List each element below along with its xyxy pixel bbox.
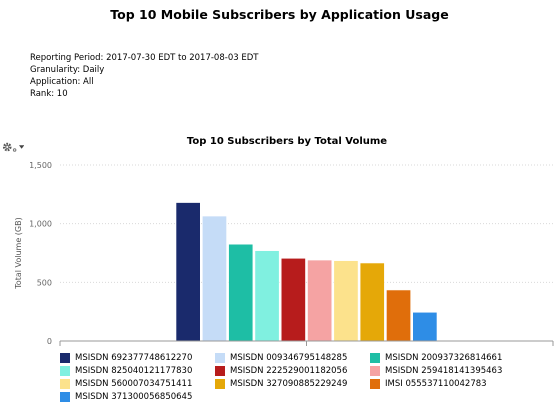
y-tick-label: 500 (37, 278, 52, 287)
legend-swatch (370, 366, 380, 376)
bar[interactable] (228, 243, 254, 342)
chart-title: Top 10 Subscribers by Total Volume (187, 136, 387, 147)
bars (175, 202, 438, 342)
legend-swatch (370, 379, 380, 389)
chart-options-button[interactable] (2, 139, 24, 155)
legend-label: MSISDN 327090885229249 (230, 379, 348, 389)
legend-label: IMSI 055537110042783 (385, 379, 487, 389)
bar[interactable] (280, 257, 306, 342)
legend-item[interactable]: MSISDN 327090885229249 (215, 378, 370, 390)
legend-item[interactable]: MSISDN 692377748612270 (60, 352, 215, 364)
legend-swatch (370, 353, 380, 363)
y-tick-label: 0 (47, 337, 52, 346)
reporting-period: Reporting Period: 2017-07-30 EDT to 2017… (30, 53, 259, 63)
bar[interactable] (386, 289, 411, 342)
bar[interactable] (202, 215, 227, 342)
application-filter: Application: All (30, 77, 94, 87)
bar[interactable] (307, 259, 333, 342)
rank: Rank: 10 (30, 89, 68, 99)
legend-label: MSISDN 222529001182056 (230, 366, 348, 376)
legend-item[interactable]: MSISDN 259418141395463 (370, 365, 545, 377)
legend-swatch (60, 353, 70, 363)
legend-label: MSISDN 200937326814661 (385, 353, 503, 363)
legend-item[interactable]: MSISDN 200937326814661 (370, 352, 545, 364)
bar[interactable] (359, 262, 385, 342)
legend-swatch (215, 379, 225, 389)
legend-label: MSISDN 560007034751411 (75, 379, 193, 389)
small-gear-icon (12, 148, 16, 152)
legend-item[interactable]: MSISDN 560007034751411 (60, 378, 215, 390)
gear-icon (2, 142, 12, 152)
bar[interactable] (175, 202, 201, 342)
legend-swatch (60, 366, 70, 376)
chevron-down-icon (18, 145, 24, 149)
y-tick-label: 1,500 (29, 161, 52, 170)
bar[interactable] (412, 311, 438, 342)
y-axis-label: Total Volume (GB) (14, 217, 23, 289)
legend-label: MSISDN 009346795148285 (230, 353, 348, 363)
legend-swatch (60, 392, 70, 402)
gridlines (60, 164, 553, 283)
legend-swatch (215, 366, 225, 376)
legend-swatch (60, 379, 70, 389)
granularity: Granularity: Daily (30, 65, 105, 75)
legend-item[interactable]: MSISDN 825040121177830 (60, 365, 215, 377)
legend-swatch (215, 353, 225, 363)
axes: 0 500 1,000 1,500 (29, 161, 554, 346)
bar[interactable] (333, 260, 359, 342)
legend-label: MSISDN 692377748612270 (75, 353, 193, 363)
legend-item[interactable]: IMSI 055537110042783 (370, 378, 545, 390)
legend-item[interactable]: MSISDN 222529001182056 (215, 365, 370, 377)
bar-chart: Top 10 Subscribers by Total Volume 0 500 1… (14, 136, 554, 346)
chart-legend: MSISDN 692377748612270 MSISDN 00934679514… (60, 352, 555, 403)
bar[interactable] (254, 250, 280, 342)
report-title: Top 10 Mobile Subscribers by Application… (110, 7, 449, 22)
y-tick-label: 1,000 (29, 220, 52, 229)
legend-label: MSISDN 371300056850645 (75, 392, 193, 402)
report-metadata: Reporting Period: 2017-07-30 EDT to 2017… (30, 52, 258, 100)
legend-item[interactable]: MSISDN 371300056850645 (60, 391, 215, 403)
legend-item[interactable]: MSISDN 009346795148285 (215, 352, 370, 364)
legend-label: MSISDN 259418141395463 (385, 366, 503, 376)
legend-label: MSISDN 825040121177830 (75, 366, 193, 376)
